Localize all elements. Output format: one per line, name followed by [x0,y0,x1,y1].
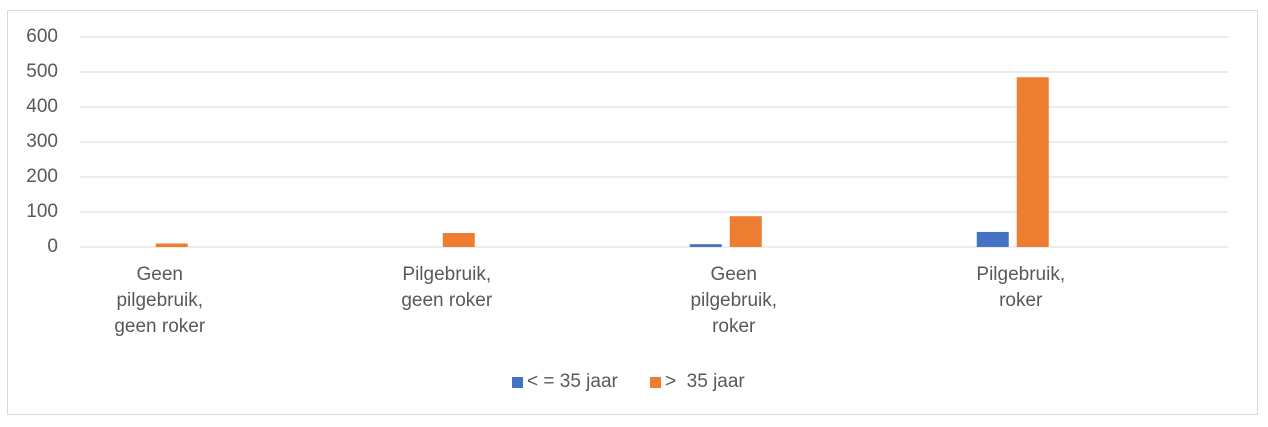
bar [155,243,188,247]
bar [1016,77,1049,247]
legend-swatch [650,377,661,388]
y-tick-label: 300 [26,131,58,152]
y-tick-label: 100 [26,201,58,222]
x-tick-label: Pilgebruik, roker [976,264,1066,311]
bar [442,233,475,247]
legend-swatch [512,377,523,388]
y-tick-label: 200 [26,166,58,187]
legend-label: > 35 jaar [665,371,745,392]
bar [729,216,762,247]
y-tick-label: 0 [47,236,58,257]
y-tick-label: 400 [26,96,58,117]
y-tick-label: 500 [26,61,58,82]
bar [689,244,722,247]
x-tick-label: Geen pilgebruik, roker [690,264,778,337]
bar [976,231,1009,247]
x-tick-label: Geen pilgebruik, geen roker [114,264,206,337]
x-tick-label: Pilgebruik, geen roker [401,264,493,311]
legend-label: < = 35 jaar [527,371,618,392]
y-tick-label: 600 [26,26,58,47]
